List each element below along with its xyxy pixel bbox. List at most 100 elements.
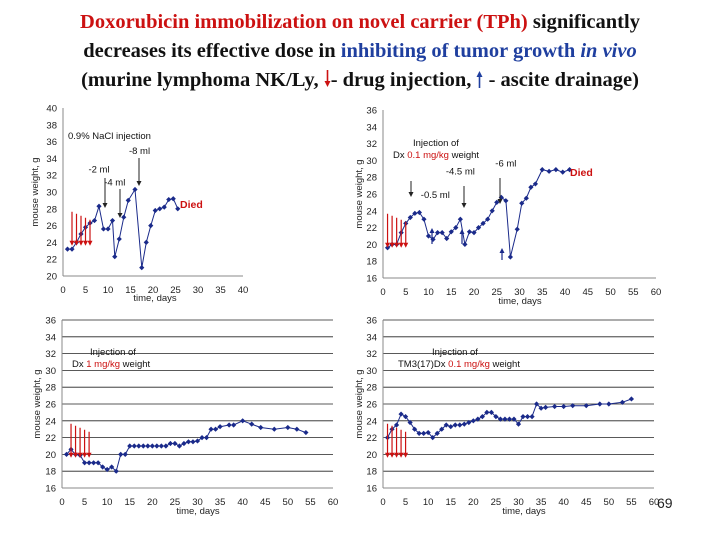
y-tick-label: 36 <box>366 316 377 327</box>
y-tick-label: 18 <box>366 467 377 478</box>
data-point <box>393 422 400 428</box>
data-point <box>520 414 526 420</box>
x-tick-label: 15 <box>124 497 135 508</box>
data-point <box>131 443 137 449</box>
data-point <box>466 229 473 235</box>
data-point <box>122 451 128 457</box>
injection-arrow-head <box>385 242 391 248</box>
data-point <box>154 443 160 449</box>
data-point <box>149 443 155 449</box>
drainage-arrow-head <box>459 229 465 234</box>
y-tick-label: 28 <box>366 173 377 184</box>
x-tick-label: 50 <box>605 287 616 298</box>
data-point <box>539 167 545 173</box>
injection-arrow-head <box>82 452 88 458</box>
data-point <box>552 403 558 410</box>
data-point <box>529 414 535 420</box>
y-tick-label: 36 <box>366 106 377 117</box>
data-point <box>125 197 131 203</box>
x-tick-label: 0 <box>60 285 65 296</box>
title-line-1: Doxorubicin immobilization on novel carr… <box>0 8 720 37</box>
y-tick-label: 28 <box>45 383 56 394</box>
data-point <box>136 443 142 449</box>
y-tick-label: 28 <box>366 383 377 394</box>
chart-label-dose: 1 mg/kg <box>86 359 120 370</box>
x-axis-label: time, days <box>176 506 220 517</box>
chart-nacl: 20 22 24 26 28 30 32 34 36 38 40 0 5 10 15 20 25 30 35 40 ti… <box>30 104 248 305</box>
x-tick-label: 55 <box>626 497 637 508</box>
chart-label-line1: Injection of <box>432 347 478 358</box>
data-point <box>69 246 75 252</box>
data-point <box>515 421 522 427</box>
data-point <box>170 196 176 202</box>
data-point <box>412 210 418 216</box>
y-tick-label: 30 <box>366 156 377 167</box>
data-point <box>140 443 146 449</box>
x-axis-label: time, days <box>133 293 177 304</box>
data-point <box>561 403 567 410</box>
data-point <box>448 229 454 235</box>
data-point <box>443 422 449 428</box>
data-point <box>271 426 277 432</box>
data-point <box>494 199 500 205</box>
injection-arrow-head <box>403 452 409 458</box>
drainage-volume-label: -8 ml <box>129 146 150 157</box>
data-point <box>502 416 508 422</box>
injection-arrow-head <box>398 242 404 248</box>
data-point <box>86 460 92 466</box>
y-tick-label: 34 <box>366 332 377 343</box>
data-point <box>503 198 509 204</box>
chart-dx-high: 16 18 20 22 24 26 28 30 32 34 36 0 5 10 15 20 25 30 35 40 45… <box>32 316 338 518</box>
x-axis-label: time, days <box>498 296 542 307</box>
injection-arrow-head <box>83 240 88 246</box>
data-point <box>161 204 167 210</box>
y-tick-label: 16 <box>366 484 377 495</box>
drainage-pointer-head <box>117 213 123 218</box>
injection-arrow-head <box>394 452 400 458</box>
series-line <box>66 420 307 473</box>
data-point <box>416 209 422 216</box>
y-tick-label: 24 <box>45 416 56 427</box>
data-point <box>421 430 427 436</box>
y-tick-label: 22 <box>366 433 377 444</box>
x-tick-label: 10 <box>102 497 113 508</box>
died-label: Died <box>570 167 593 179</box>
x-tick-label: 45 <box>581 497 592 508</box>
slide-number: 69 <box>657 495 673 511</box>
drainage-pointer-head <box>461 203 467 208</box>
x-tick-label: 55 <box>305 497 316 508</box>
chart-label-dose: 0.1 mg/kg <box>448 359 490 370</box>
x-tick-label: 60 <box>328 497 339 508</box>
data-point <box>570 403 576 409</box>
x-tick-label: 25 <box>170 285 181 296</box>
data-point <box>435 230 441 236</box>
y-tick-label: 16 <box>366 274 377 285</box>
data-point <box>488 409 494 415</box>
data-point <box>109 464 115 470</box>
data-point <box>538 405 544 411</box>
chart-label-dose: 0.1 mg/kg <box>407 150 449 161</box>
injection-arrow-head <box>87 240 93 246</box>
blue-up-arrow-icon <box>476 71 483 88</box>
injection-arrow-head <box>73 452 79 458</box>
data-point <box>127 443 133 449</box>
data-point <box>175 206 181 212</box>
x-tick-label: 45 <box>582 287 593 298</box>
x-tick-label: 0 <box>380 497 385 508</box>
data-point <box>143 239 149 245</box>
x-tick-label: 10 <box>423 287 434 298</box>
x-tick-label: 60 <box>649 497 660 508</box>
data-point <box>560 169 566 175</box>
y-tick-label: 20 <box>366 240 377 251</box>
data-point <box>606 401 612 407</box>
y-axis-label: mouse weight, g <box>354 159 365 228</box>
data-point <box>412 426 418 432</box>
red-down-arrow-icon <box>324 70 331 87</box>
x-tick-label: 10 <box>103 285 114 296</box>
x-tick-label: 5 <box>83 285 88 296</box>
data-point <box>444 235 450 242</box>
data-point <box>461 421 467 427</box>
data-point <box>497 416 504 422</box>
injection-arrow-head <box>389 242 395 248</box>
